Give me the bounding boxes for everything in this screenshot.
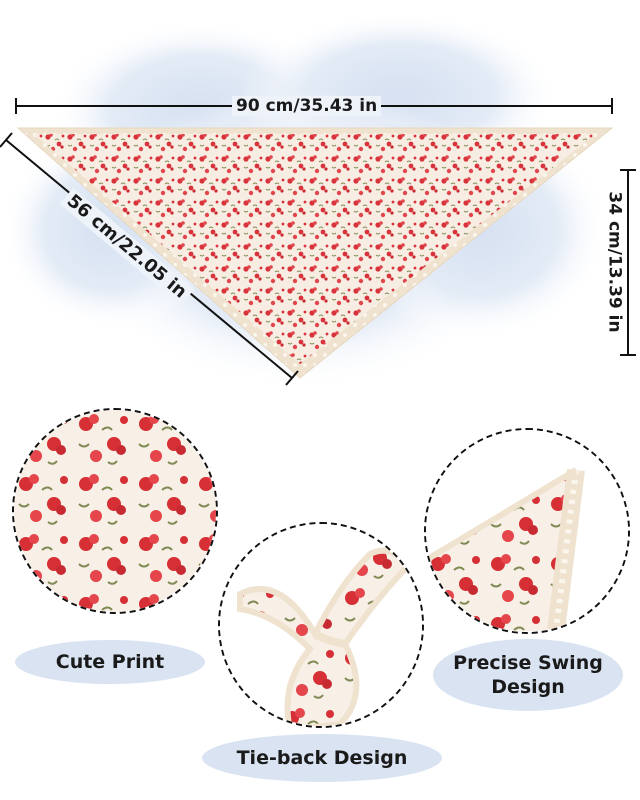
- tie-back-image: [220, 524, 422, 726]
- bandana-fabric: [34, 134, 596, 364]
- precise-swing-text-line2: Design: [491, 676, 565, 698]
- cute-print-label: Cute Print: [20, 650, 200, 674]
- floral-closeup-image: [14, 410, 216, 612]
- precise-swing-label: Precise Swing Design: [440, 651, 616, 699]
- lace-edge-image: [426, 430, 628, 632]
- height-dimension-label: 34 cm/13.39 in: [604, 187, 625, 337]
- cute-print-circle: [12, 408, 218, 614]
- cute-print-text: Cute Print: [55, 651, 165, 673]
- tie-back-circle: [218, 522, 424, 728]
- tie-back-label: Tie-back Design: [212, 746, 432, 770]
- precise-swing-text-line1: Precise Swing: [453, 652, 603, 674]
- tie-back-text: Tie-back Design: [236, 747, 408, 769]
- precise-swing-circle: [424, 428, 630, 634]
- width-dimension-label: 90 cm/35.43 in: [232, 96, 382, 116]
